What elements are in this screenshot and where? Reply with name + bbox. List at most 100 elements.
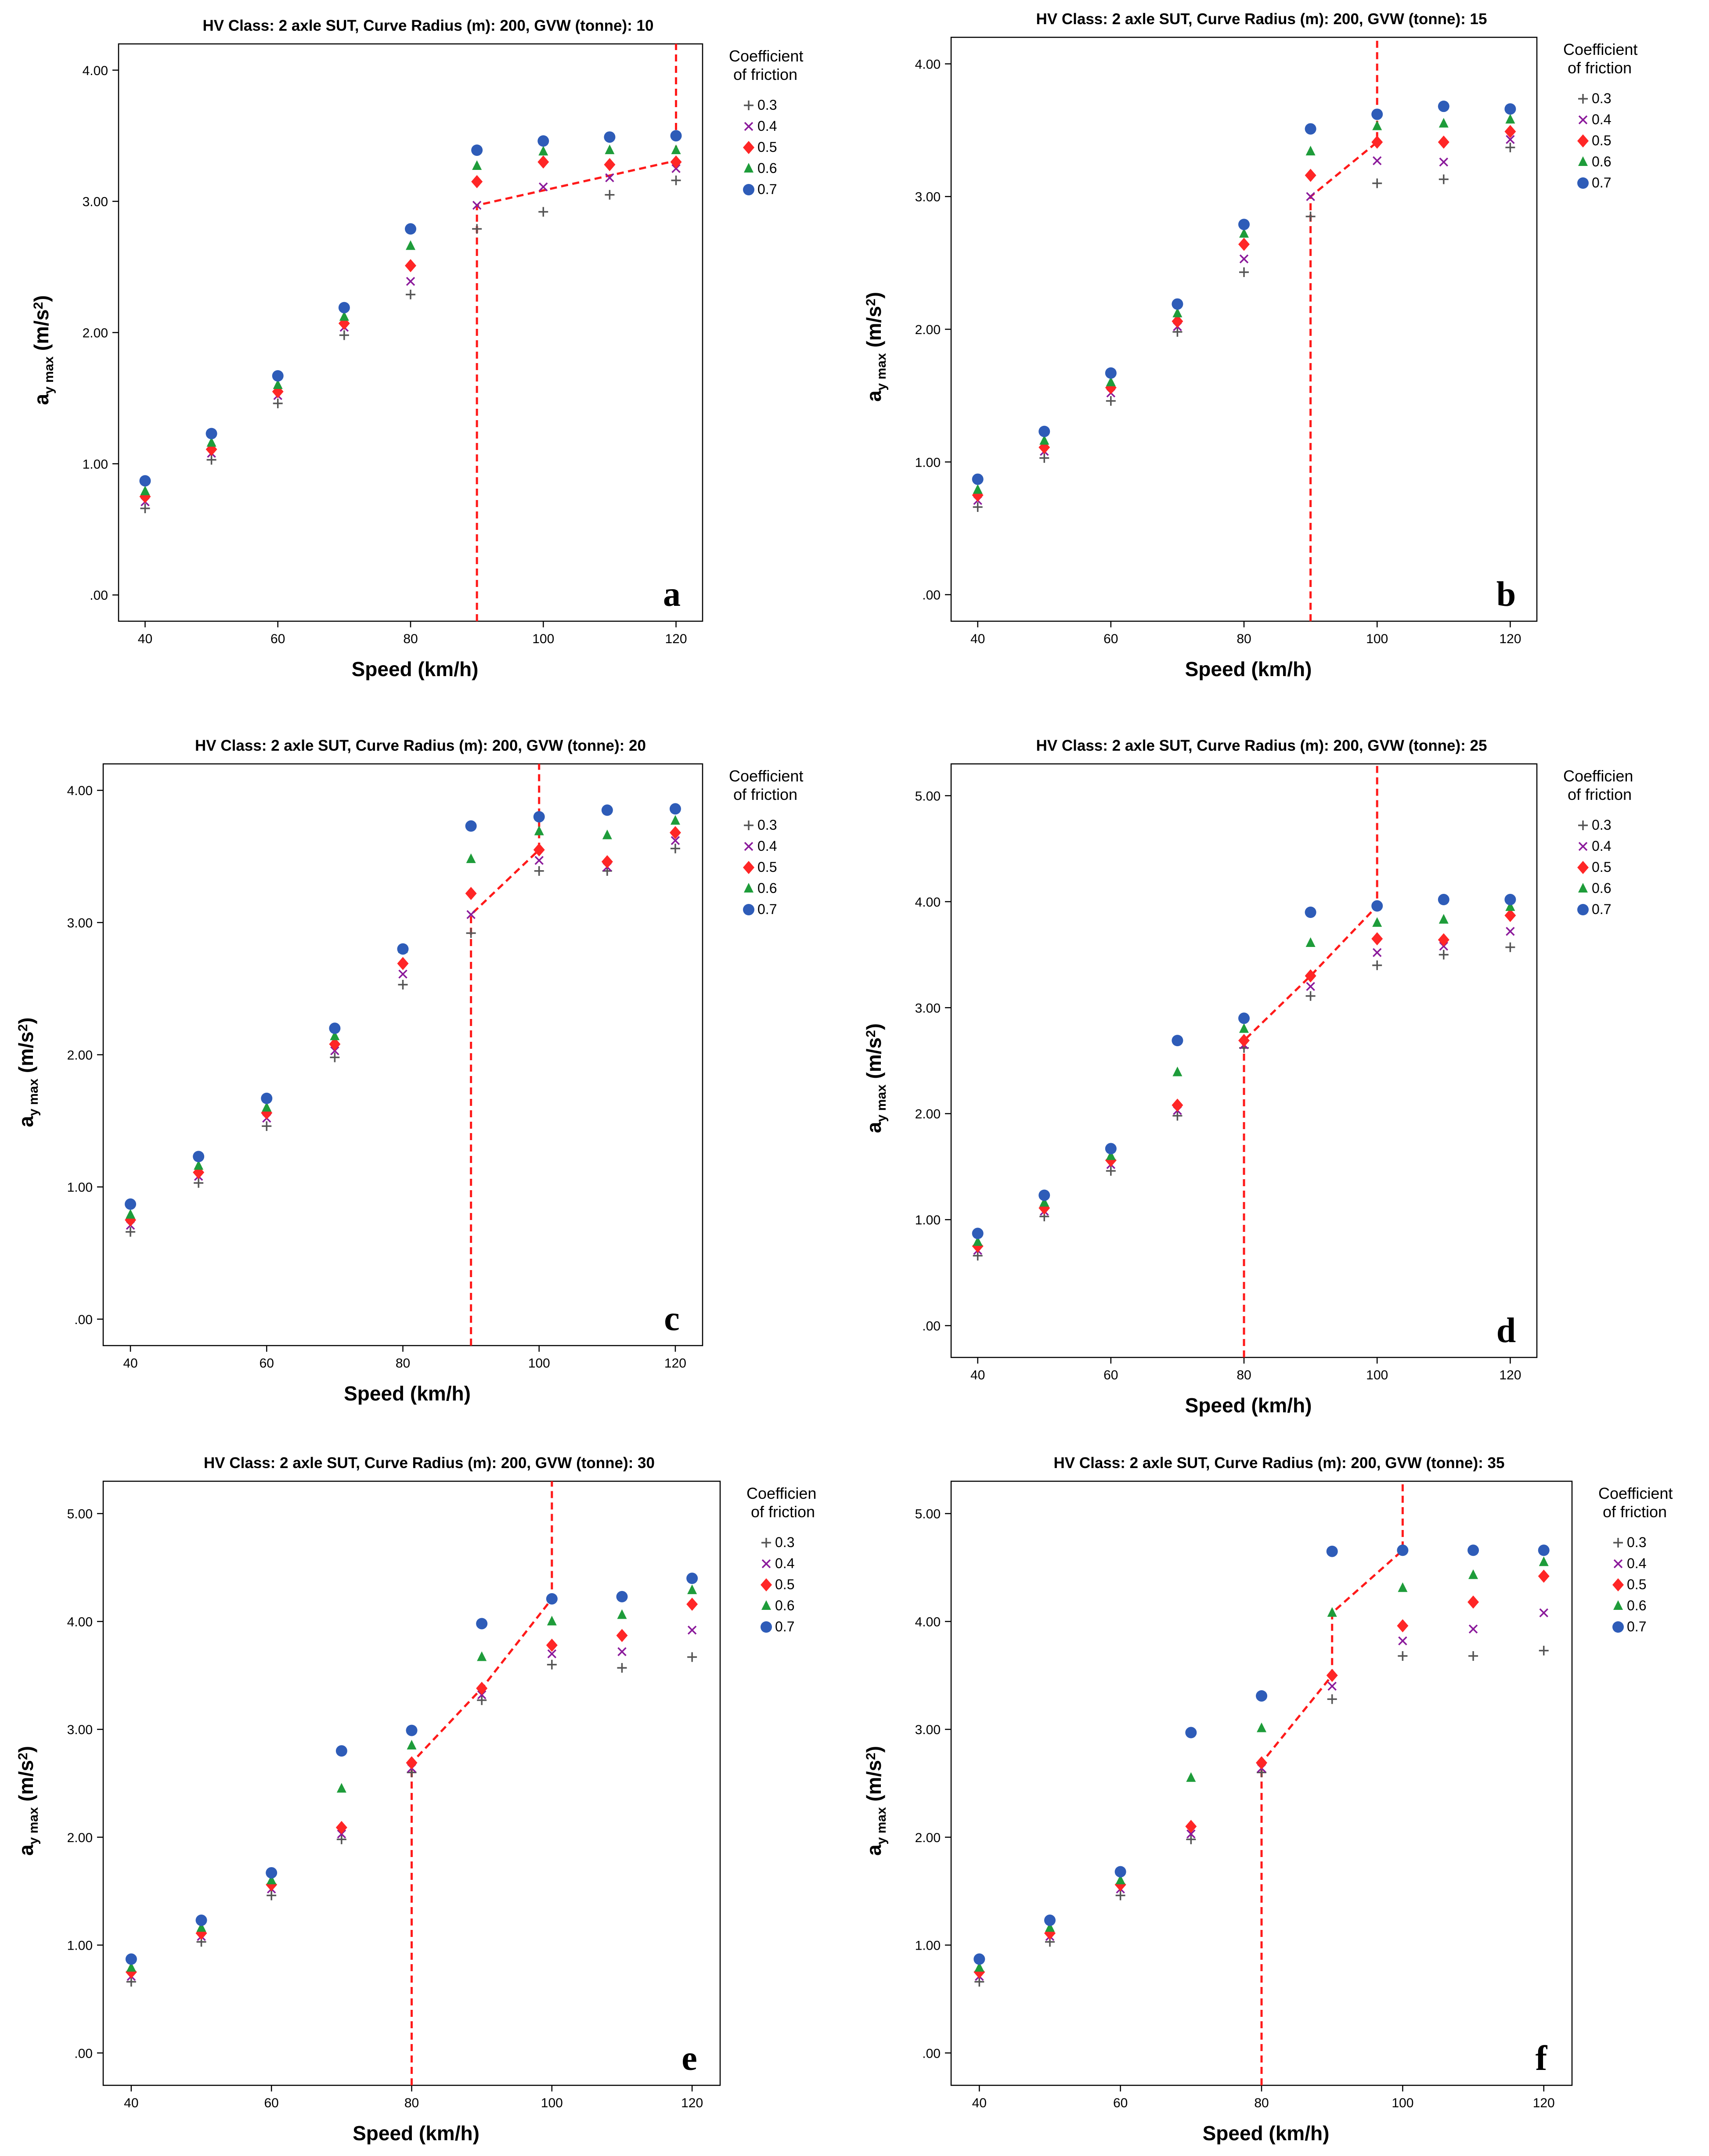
chart-title: HV Class: 2 axle SUT, Curve Radius (m): … bbox=[204, 1454, 655, 1472]
y-tick-label: 1.00 bbox=[915, 1213, 941, 1227]
data-point-x bbox=[1306, 192, 1315, 201]
data-point-plus bbox=[534, 866, 544, 876]
data-point-diamond bbox=[1467, 1595, 1479, 1609]
data-point-diamond bbox=[1538, 1569, 1550, 1583]
data-point-circle bbox=[329, 1022, 341, 1034]
data-point-circle bbox=[195, 1915, 207, 1926]
data-point-plus bbox=[140, 503, 150, 513]
data-point-diamond bbox=[1397, 1619, 1409, 1633]
data-point-triangle bbox=[1172, 307, 1183, 317]
legend-label: 0.3 bbox=[1592, 90, 1611, 106]
data-point-plus bbox=[267, 1890, 277, 1900]
legend-title: Coefficien bbox=[1563, 767, 1633, 785]
legend-label: 0.6 bbox=[757, 880, 777, 896]
data-point-triangle bbox=[1186, 1772, 1196, 1782]
y-tick-label: .00 bbox=[74, 1313, 93, 1327]
x-tick-label: 40 bbox=[972, 2096, 987, 2110]
x-tick-label: 60 bbox=[1113, 2096, 1128, 2110]
data-point-triangle bbox=[466, 853, 476, 863]
x-tick-label: 100 bbox=[532, 632, 554, 646]
data-point-circle bbox=[1538, 1544, 1550, 1556]
data-point-triangle bbox=[1398, 1582, 1408, 1592]
legend-title: of friction bbox=[1568, 59, 1632, 77]
legend-marker-triangle bbox=[744, 883, 754, 893]
data-point-x bbox=[1539, 1608, 1548, 1618]
data-point-circle bbox=[1326, 1545, 1338, 1557]
data-point-plus bbox=[547, 1659, 557, 1670]
legend-marker-triangle bbox=[761, 1600, 771, 1610]
data-point-plus bbox=[1468, 1651, 1478, 1661]
data-point-diamond bbox=[471, 175, 483, 188]
data-point-triangle bbox=[472, 160, 482, 170]
data-point-diamond bbox=[1172, 1098, 1183, 1112]
data-point-plus bbox=[1372, 960, 1382, 970]
data-point-circle bbox=[1438, 894, 1449, 906]
data-point-circle bbox=[335, 1745, 347, 1757]
y-tick-label: 4.00 bbox=[67, 1615, 93, 1629]
data-point-circle bbox=[604, 131, 616, 143]
data-point-triangle bbox=[126, 1209, 136, 1219]
chart-panel-f: HV Class: 2 axle SUT, Curve Radius (m): … bbox=[862, 1454, 1673, 2145]
data-point-circle bbox=[1504, 103, 1516, 115]
data-point-circle bbox=[1114, 1866, 1126, 1878]
data-point-circle bbox=[193, 1151, 205, 1163]
data-point-circle bbox=[1504, 894, 1516, 906]
data-point-triangle bbox=[1439, 118, 1449, 128]
data-point-diamond bbox=[1504, 125, 1516, 138]
data-point-plus bbox=[398, 979, 408, 990]
data-point-diamond bbox=[601, 855, 613, 868]
data-point-circle bbox=[471, 144, 483, 156]
data-point-diamond bbox=[405, 259, 416, 273]
legend-marker-diamond bbox=[1612, 1578, 1624, 1591]
data-point-plus bbox=[1186, 1834, 1196, 1844]
data-point-circle bbox=[405, 223, 416, 235]
data-point-diamond bbox=[397, 957, 409, 970]
panel-letter: e bbox=[681, 2039, 697, 2078]
x-tick-label: 100 bbox=[1366, 632, 1388, 646]
data-point-plus bbox=[273, 398, 283, 408]
data-point-plus bbox=[617, 1663, 627, 1673]
x-tick-label: 100 bbox=[541, 2096, 563, 2110]
data-point-circle bbox=[1371, 108, 1383, 120]
legend-marker-x bbox=[761, 1559, 771, 1569]
data-point-diamond bbox=[537, 155, 549, 169]
data-point-triangle bbox=[406, 240, 415, 250]
data-point-triangle bbox=[1439, 914, 1449, 924]
legend-marker-circle bbox=[743, 904, 754, 915]
legend-label: 0.7 bbox=[757, 901, 777, 917]
data-point-diamond bbox=[329, 1037, 341, 1051]
legend-marker-x bbox=[744, 842, 754, 851]
legend-marker-plus bbox=[1578, 94, 1588, 104]
legend-marker-circle bbox=[1612, 1621, 1624, 1633]
x-tick-label: 80 bbox=[1237, 1368, 1251, 1382]
legend-marker-diamond bbox=[1577, 861, 1589, 874]
y-tick-label: 4.00 bbox=[83, 64, 108, 78]
y-tick-label: .00 bbox=[74, 2046, 93, 2061]
data-point-diamond bbox=[1238, 1034, 1250, 1047]
data-point-x bbox=[1239, 254, 1249, 264]
data-point-circle bbox=[338, 302, 350, 313]
data-point-circle bbox=[476, 1618, 488, 1630]
panel-letter: d bbox=[1496, 1311, 1516, 1350]
y-axis-label: ay max (m/s2) bbox=[862, 1746, 889, 1856]
data-point-triangle bbox=[1106, 1150, 1116, 1160]
data-point-plus bbox=[538, 207, 548, 217]
y-tick-label: 1.00 bbox=[83, 457, 108, 472]
legend-marker-plus bbox=[744, 101, 754, 110]
legend-marker-circle bbox=[1577, 904, 1589, 915]
data-point-triangle bbox=[687, 1584, 697, 1595]
data-point-triangle bbox=[126, 1962, 136, 1972]
data-point-triangle bbox=[1305, 145, 1316, 155]
legend-label: 0.6 bbox=[757, 160, 777, 176]
legend-label: 0.7 bbox=[1592, 901, 1611, 917]
data-point-diamond bbox=[1238, 238, 1250, 251]
data-point-plus bbox=[1106, 1166, 1116, 1176]
data-point-x bbox=[617, 1647, 627, 1656]
x-tick-label: 60 bbox=[1103, 632, 1118, 646]
data-point-triangle bbox=[1106, 376, 1116, 386]
legend-marker-x bbox=[1578, 842, 1588, 851]
data-point-plus bbox=[1398, 1651, 1408, 1661]
legend-title: Coefficient bbox=[1598, 1484, 1673, 1502]
y-tick-label: 2.00 bbox=[67, 1831, 93, 1845]
data-point-x bbox=[1186, 1829, 1196, 1839]
